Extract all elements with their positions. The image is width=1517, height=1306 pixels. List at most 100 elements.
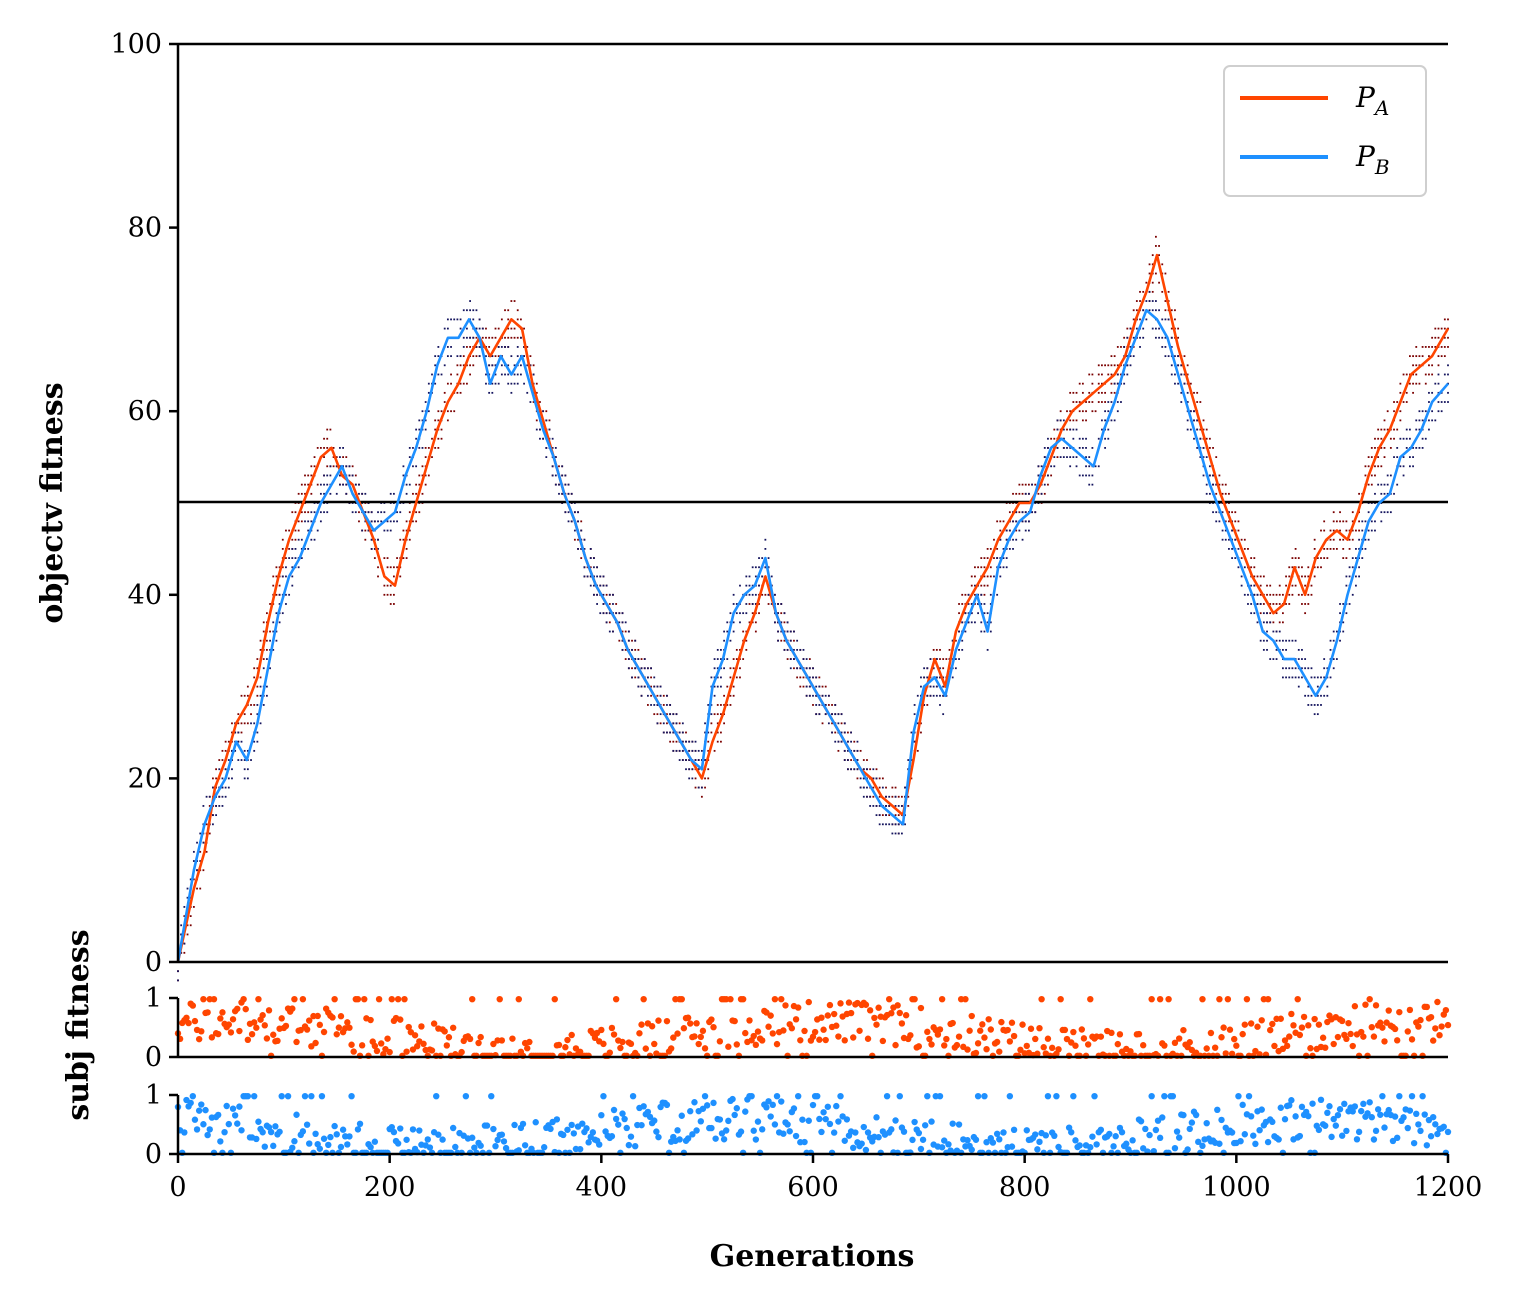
subj-point xyxy=(864,1035,872,1042)
population-dot xyxy=(434,428,437,431)
population-dot xyxy=(269,630,271,633)
population-dot xyxy=(418,483,421,486)
x-tick-label: 800 xyxy=(999,1172,1051,1203)
subj-point xyxy=(773,1040,781,1048)
population-dot xyxy=(659,713,662,716)
subj-point xyxy=(759,1126,766,1133)
population-dot xyxy=(1002,548,1005,550)
population-dot xyxy=(567,520,570,523)
population-dot xyxy=(1186,391,1189,394)
population-dot xyxy=(681,740,684,743)
subj-point xyxy=(1231,1035,1238,1043)
population-dot xyxy=(1129,364,1132,367)
population-dot xyxy=(1240,557,1243,559)
population-dot xyxy=(1123,382,1126,385)
subj-point xyxy=(354,995,362,1003)
population-dot xyxy=(1297,676,1300,679)
population-dot xyxy=(824,694,827,697)
subj-point xyxy=(1161,1042,1168,1049)
population-dot xyxy=(488,364,491,367)
subj-point xyxy=(917,1004,925,1012)
population-dot xyxy=(967,603,970,605)
population-dot xyxy=(1418,355,1421,358)
subj-point xyxy=(949,1019,956,1027)
subj-point xyxy=(210,995,218,1003)
subj-point xyxy=(898,1020,906,1027)
subj-point xyxy=(759,1037,766,1044)
population-dot xyxy=(440,437,443,440)
subj-point xyxy=(729,1095,736,1103)
subj-point xyxy=(1076,1142,1083,1149)
population-dot xyxy=(726,630,729,633)
population-dot xyxy=(862,795,865,798)
subj-point xyxy=(612,995,620,1003)
population-dot xyxy=(1081,382,1084,385)
subj-point xyxy=(1267,1026,1274,1034)
subj-point xyxy=(1180,1111,1187,1119)
population-dot xyxy=(878,805,881,807)
population-dot xyxy=(818,676,821,679)
population-dot xyxy=(824,713,827,716)
population-dot xyxy=(1421,419,1424,422)
population-dot xyxy=(786,621,789,624)
population-dot xyxy=(1339,612,1341,615)
population-dot xyxy=(999,538,1002,541)
population-dot xyxy=(497,382,500,385)
subj-point xyxy=(1072,1137,1079,1144)
population-dot xyxy=(1234,520,1237,523)
population-dot xyxy=(1358,575,1360,578)
subj-point xyxy=(731,1017,738,1025)
population-dot xyxy=(323,483,325,486)
population-dot xyxy=(1304,575,1307,578)
population-dot xyxy=(326,465,329,468)
population-dot xyxy=(1297,685,1300,688)
population-dot xyxy=(1120,401,1122,403)
population-dot xyxy=(681,722,684,725)
population-dot xyxy=(1212,511,1214,514)
population-dot xyxy=(732,603,735,605)
population-dot xyxy=(1097,465,1100,468)
population-dot xyxy=(1323,548,1326,550)
population-dot xyxy=(516,309,519,312)
population-dot xyxy=(1028,483,1030,486)
population-dot xyxy=(377,520,379,523)
subj-point xyxy=(1427,1133,1435,1140)
subj-point xyxy=(1106,1130,1113,1138)
population-dot xyxy=(789,667,792,670)
population-dot xyxy=(913,713,916,716)
subj-point xyxy=(1277,1015,1284,1022)
subj-point xyxy=(674,1127,681,1134)
population-dot xyxy=(532,364,535,367)
population-dot xyxy=(348,465,351,468)
population-dot xyxy=(1269,584,1272,587)
population-dot xyxy=(615,603,618,605)
population-dot xyxy=(424,456,427,458)
population-dot xyxy=(564,483,567,486)
population-dot xyxy=(945,658,948,660)
population-dot xyxy=(1424,382,1427,385)
population-dot xyxy=(1208,492,1211,495)
subj-point xyxy=(977,1027,984,1034)
population-dot xyxy=(1085,456,1087,458)
population-dot xyxy=(754,566,757,569)
population-dot xyxy=(564,511,567,514)
subj-point xyxy=(251,1092,258,1100)
population-dot xyxy=(621,612,624,615)
population-dot xyxy=(872,795,875,798)
subj-point xyxy=(852,1129,859,1136)
population-dot xyxy=(1126,327,1129,330)
population-dot xyxy=(1329,676,1332,679)
population-dot xyxy=(618,621,621,624)
population-dot xyxy=(831,722,833,725)
population-dot xyxy=(1186,373,1189,376)
population-dot xyxy=(326,483,329,486)
population-dot xyxy=(980,603,983,605)
population-dot xyxy=(1447,346,1449,348)
subj-point xyxy=(308,1092,315,1100)
population-dot xyxy=(1072,437,1075,440)
population-dot xyxy=(907,759,910,761)
population-dot xyxy=(1135,309,1138,312)
subj-point xyxy=(1298,1103,1306,1111)
subj-point xyxy=(278,1015,285,1022)
population-dot xyxy=(434,447,437,449)
